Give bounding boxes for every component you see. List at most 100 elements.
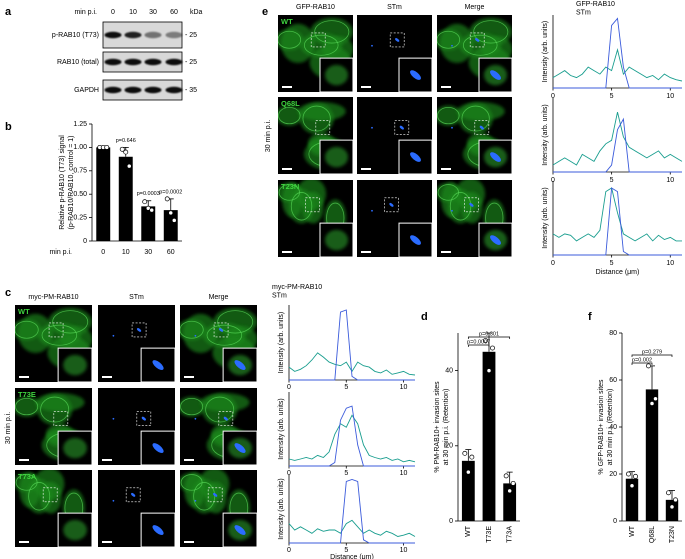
data-point: [507, 488, 513, 494]
legend-entry: STm: [272, 292, 287, 299]
y-axis-label: at 30 min p.i. (Retention): [607, 389, 614, 466]
bacterium: [213, 492, 218, 497]
bacterium: [218, 328, 224, 332]
inset-bacterium: [234, 443, 246, 454]
y-tick-label: 0.50: [73, 191, 87, 198]
blot-band: [124, 58, 142, 66]
profile-line: [289, 309, 415, 381]
y-tick-label: 1.00: [73, 144, 87, 151]
blot-band: [124, 31, 142, 39]
inset-bacterium: [410, 70, 421, 80]
profile-line: [288, 519, 416, 537]
micrograph: [437, 15, 512, 92]
bacterium: [136, 328, 142, 332]
bacterium: [451, 209, 453, 212]
comparison-label: p=0.301: [479, 331, 499, 337]
x-tick-label: 0: [287, 384, 291, 391]
side-label: 30 min p.i.: [5, 412, 12, 444]
bacterium: [371, 126, 373, 129]
data-point: [149, 207, 155, 213]
cell-edge: [206, 324, 243, 346]
micrograph: [357, 97, 432, 174]
micrograph: [180, 470, 257, 547]
data-point: [490, 345, 495, 351]
bacterium: [223, 416, 228, 421]
y-axis-label: (p-RAB10/RAB10, control = 1): [68, 136, 75, 230]
y-tick-label: 40: [609, 424, 617, 431]
data-point: [673, 497, 678, 503]
y-tick-label: 1.25: [73, 121, 87, 128]
inset-bacterium: [234, 525, 246, 536]
lane-label: 0: [111, 9, 115, 16]
data-point: [633, 473, 638, 479]
x-tick-label: 10: [400, 470, 408, 477]
y-axis-label: at 30 min p.i. (Retention): [443, 389, 450, 466]
profile-line: [552, 111, 683, 166]
legend-entry: GFP-RAB10: [576, 1, 615, 8]
column-header: Merge: [465, 4, 485, 11]
inset-bacterium: [490, 152, 501, 162]
cell-edge: [15, 397, 39, 416]
micrograph: [15, 470, 92, 547]
blot-band: [165, 86, 183, 94]
blot-row-label: RAB10 (total): [57, 59, 99, 66]
bar: [503, 483, 517, 521]
x-tick-label: Q68L: [649, 526, 656, 543]
x-tick-label: 5: [344, 384, 348, 391]
y-axis-label: Intensity (arb. units): [542, 21, 549, 82]
cell-edge: [278, 106, 301, 125]
cell-edge: [473, 20, 509, 44]
cell-edge: [180, 397, 204, 416]
inset-signal: [324, 229, 349, 251]
cell-signal: [461, 191, 483, 224]
blot-row-label: GAPDH: [74, 87, 99, 94]
blot-band: [104, 86, 122, 94]
p-value: p=0.0002: [159, 189, 182, 195]
column-header: STm: [129, 294, 144, 301]
x-tick-label: 5: [610, 260, 614, 267]
panel-letter: f: [588, 311, 592, 323]
profile-line: [553, 187, 682, 256]
x-tick-label: WT: [629, 525, 636, 537]
comparison-label: p=0.279: [642, 349, 662, 355]
y-tick-label: 20: [445, 443, 453, 450]
bacterium: [475, 38, 480, 42]
x-tick-label: 5: [344, 547, 348, 554]
y-tick-label: 0: [449, 518, 453, 525]
cell-signal: [15, 396, 41, 417]
column-header: myc-PM-RAB10: [28, 294, 78, 301]
bacterium: [131, 492, 136, 497]
data-point: [142, 199, 148, 205]
micrograph: [437, 97, 512, 174]
data-point: [126, 163, 132, 169]
micrograph: [15, 388, 92, 465]
cell-edge: [314, 20, 350, 44]
bacterium: [194, 334, 197, 337]
comparison-label: p=0.002: [632, 357, 652, 363]
cell-edge: [193, 482, 216, 511]
cell-signal: [456, 102, 505, 121]
cell-edge: [278, 30, 302, 49]
cell-edge: [437, 30, 461, 49]
cell-edge: [449, 192, 472, 221]
cell-signal: [278, 105, 303, 126]
micrograph: [278, 15, 353, 92]
bar: [118, 156, 133, 241]
bacterium: [371, 44, 373, 47]
blot-band: [124, 86, 142, 94]
profile-line: [553, 17, 682, 89]
roi-box: [53, 411, 69, 426]
inset-bacterium: [410, 152, 421, 162]
column-header: GFP-RAB10: [296, 4, 335, 11]
data-point: [104, 144, 110, 150]
inset-signal: [324, 146, 349, 168]
cell-edge: [28, 482, 51, 511]
cell-signal: [200, 393, 250, 412]
row-label: T73A: [18, 472, 37, 481]
column-header: STm: [387, 4, 402, 11]
cell-signal: [437, 105, 462, 126]
profile-line: [289, 479, 415, 544]
x-tick-label: 5: [610, 93, 614, 100]
data-point: [168, 210, 174, 216]
